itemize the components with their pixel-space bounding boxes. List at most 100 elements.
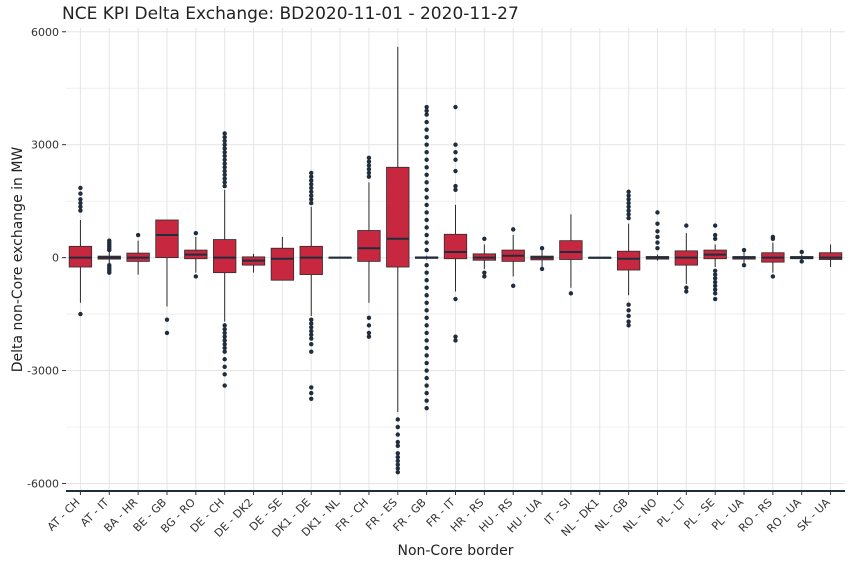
outlier-point [424,278,429,283]
outlier-point [712,283,718,289]
outlier-point [655,229,660,234]
outlier-point [424,262,429,268]
outlier-point [424,127,429,132]
outlier-point [684,223,689,228]
outlier-point [222,180,227,185]
outlier-point [222,176,227,181]
outlier-point [424,217,429,223]
outlier-point [511,283,516,289]
outlier-point [626,212,631,217]
box-iqr [616,250,641,271]
box-iqr [299,245,323,275]
outlier-point [309,189,314,194]
outlier-point [424,134,429,140]
outlier-point [424,225,429,230]
outlier-point [309,185,314,191]
outlier-point [482,274,487,279]
outlier-point [424,270,429,275]
outlier-point [164,317,170,322]
outlier-point [453,168,458,174]
outlier-point [424,240,429,245]
outlier-point [366,166,372,172]
outlier-point [309,325,314,330]
outlier-point [309,328,314,334]
outlier-point [655,210,660,215]
outlier-point [424,345,429,351]
outlier-point [309,170,314,176]
outlier-point [309,200,314,206]
outlier-point [424,119,429,125]
outlier-point [712,291,718,296]
outlier-point [222,131,227,136]
outlier-point [712,268,718,273]
outlier-point [222,330,227,336]
outlier-point [222,364,227,369]
outlier-point [424,165,429,170]
outlier-point [309,317,314,322]
outlier-point [78,208,83,213]
outlier-point [309,197,314,202]
outlier-point [78,197,83,202]
outlier-point [193,230,199,236]
outlier-point [712,232,718,238]
outlier-point [366,174,372,179]
outlier-point [424,108,429,114]
outlier-point [395,458,400,464]
outlier-point [222,161,227,166]
outlier-point [309,321,314,326]
outlier-point [424,330,429,336]
outlier-point [107,270,112,275]
outlier-point [799,259,804,264]
outlier-point [309,396,314,401]
outlier-point [309,332,314,337]
outlier-point [309,341,314,347]
x-axis-title: Non-Core border [397,543,513,559]
outlier-point [453,104,458,110]
outlier-point [712,279,718,285]
outlier-point [453,157,458,162]
outlier-point [741,247,747,253]
box-iqr [443,233,468,260]
outlier-point [366,330,372,336]
outlier-point [222,138,227,144]
outlier-point [309,178,314,183]
outlier-point [222,146,227,151]
outlier-point [222,323,227,328]
box-iqr [213,239,237,274]
outlier-point [424,104,429,110]
outlier-point [741,262,747,268]
outlier-point [366,170,372,176]
outlier-point [424,150,429,155]
outlier-point [568,291,574,296]
y-tick-label: 6000 [31,26,59,39]
outlier-point [770,234,776,240]
box-iqr [155,219,179,259]
outlier-point [712,287,718,292]
outlier-point [424,368,429,373]
outlier-point [424,398,429,403]
outlier-point [424,180,429,185]
outlier-point [424,157,429,162]
outlier-point [424,375,429,381]
outlier-point [684,285,689,290]
box-iqr [818,252,843,260]
outlier-point [424,172,429,178]
outlier-point [626,208,631,213]
outlier-point [424,232,429,238]
outlier-point [655,240,660,245]
y-tick-label: 3000 [31,139,59,152]
outlier-point [78,191,83,196]
y-tick-label: -3000 [27,365,59,378]
outlier-point [424,112,429,117]
outlier-point [770,274,776,279]
outlier-point [626,308,631,313]
outlier-point [309,182,314,187]
outlier-point [424,353,429,358]
outlier-point [626,319,631,324]
outlier-point [655,221,660,226]
box-iqr [270,247,295,281]
outlier-point [309,193,314,198]
boxes-layer [68,46,843,475]
outlier-point [222,142,227,147]
